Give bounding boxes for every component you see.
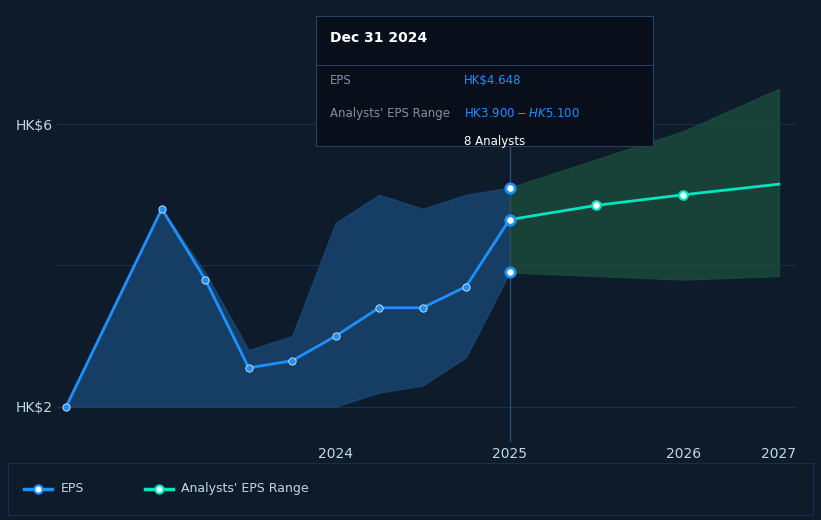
Point (199, 276, 212, 284)
Point (677, 191, 690, 199)
Text: 8 Analysts: 8 Analysts (464, 135, 525, 148)
Point (242, 363, 255, 372)
Text: Actual: Actual (467, 83, 504, 96)
Point (153, 485, 166, 493)
Point (416, 304, 429, 312)
Point (503, 215, 516, 224)
Point (286, 357, 299, 365)
Point (503, 184, 516, 192)
Point (460, 282, 473, 291)
Text: Analysts' EPS Range: Analysts' EPS Range (181, 483, 309, 495)
Point (60, 402, 73, 411)
Text: Analysts Forecasts: Analysts Forecasts (515, 83, 625, 96)
Point (32, 485, 45, 493)
Text: Dec 31 2024: Dec 31 2024 (329, 31, 427, 45)
Text: EPS: EPS (329, 74, 351, 87)
Point (503, 268, 516, 277)
Text: Analysts' EPS Range: Analysts' EPS Range (329, 107, 450, 120)
Text: HK$4.648: HK$4.648 (464, 74, 521, 87)
Text: EPS: EPS (61, 483, 84, 495)
Point (589, 201, 603, 210)
Point (373, 304, 386, 312)
Point (329, 332, 342, 340)
Point (155, 205, 168, 213)
Text: HK$3.900 - HK$5.100: HK$3.900 - HK$5.100 (464, 107, 580, 120)
